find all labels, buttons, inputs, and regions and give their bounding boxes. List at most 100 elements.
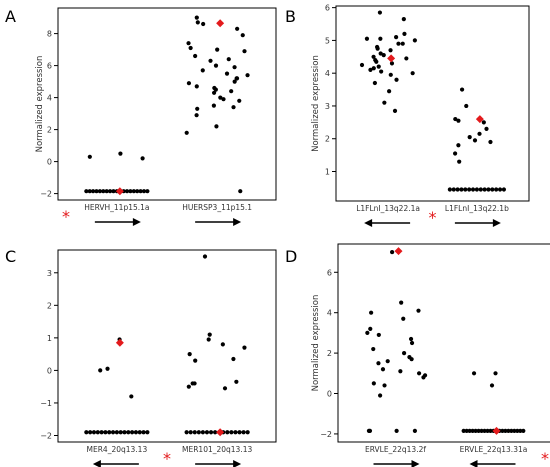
data-point: [389, 61, 395, 66]
data-point: [232, 65, 237, 70]
data-point: [99, 430, 104, 435]
median-marker: [394, 247, 403, 256]
data-point: [204, 430, 210, 435]
data-point: [98, 368, 103, 373]
median-marker: [387, 54, 396, 63]
arrow-head: [364, 219, 373, 227]
data-point: [416, 308, 421, 313]
y-tick-label: 2: [47, 126, 52, 135]
data-point: [421, 375, 426, 380]
data-point: [229, 430, 234, 435]
data-point: [84, 189, 89, 194]
data-point: [202, 254, 208, 259]
data-point: [412, 428, 418, 433]
y-tick-label: 2: [325, 135, 330, 144]
significance-star: *: [541, 449, 549, 467]
data-point: [473, 428, 478, 433]
panel-label: C: [5, 247, 16, 266]
arrow-head: [233, 460, 242, 467]
data-point: [141, 430, 146, 435]
y-tick-label: 3: [47, 269, 52, 278]
data-point: [190, 381, 195, 386]
y-axis-label: Normalized expression: [311, 295, 321, 392]
data-point: [447, 187, 452, 192]
data-point: [194, 84, 199, 89]
data-point: [368, 326, 373, 331]
data-point: [124, 189, 130, 194]
data-point: [193, 53, 198, 59]
panel-c: C −2 −1 0 1 2 3 MER4_20q13.13 MER101_20q13.13 *: [5, 247, 277, 467]
data-point: [455, 187, 460, 192]
data-point: [145, 189, 150, 194]
data-point: [489, 383, 495, 388]
data-point: [501, 187, 507, 192]
data-point: [97, 189, 103, 194]
data-point: [400, 41, 405, 46]
data-point: [186, 384, 191, 389]
data-point: [459, 187, 464, 192]
significance-star: *: [429, 208, 437, 227]
data-point: [138, 189, 143, 194]
y-tick-label: 2: [47, 301, 52, 310]
data-point: [95, 430, 100, 435]
arrow-head: [233, 218, 242, 226]
data-point: [231, 356, 236, 362]
data-point: [103, 430, 108, 435]
data-point: [461, 428, 466, 433]
data-point: [490, 187, 495, 192]
data-point: [376, 332, 381, 338]
data-point: [376, 361, 381, 366]
data-point: [145, 430, 150, 435]
data-point: [485, 428, 490, 433]
data-point: [188, 430, 193, 435]
data-point: [471, 371, 477, 376]
data-point: [225, 430, 230, 435]
data-point: [131, 189, 136, 194]
y-tick-label: 5: [325, 36, 330, 45]
data-point: [392, 108, 398, 113]
data-point: [234, 76, 239, 81]
data-point: [242, 49, 247, 54]
data-point: [133, 430, 139, 435]
data-point: [186, 81, 192, 86]
x-tick-label: HERVH_11p15.1a: [84, 203, 149, 212]
y-tick-label: 2: [327, 349, 332, 358]
data-point: [488, 139, 493, 145]
panel-b: B 1 2 3 4 5 6 Normalized expression L1FLnI_13q22…: [285, 4, 530, 227]
panel-label: A: [5, 7, 16, 26]
data-point: [213, 87, 218, 92]
data-point: [377, 10, 383, 15]
data-point: [380, 367, 386, 372]
data-point: [84, 430, 89, 435]
significance-star: *: [163, 449, 171, 467]
data-point: [206, 337, 211, 342]
data-point: [213, 63, 219, 68]
data-point: [222, 386, 228, 391]
data-point: [184, 430, 189, 435]
data-point: [200, 68, 205, 73]
y-tick-label: 0: [327, 390, 332, 399]
data-point: [214, 124, 219, 129]
data-point: [215, 47, 220, 52]
data-point: [240, 33, 245, 38]
data-point: [128, 189, 133, 194]
y-tick-label: 4: [327, 309, 332, 318]
panel-label: D: [285, 247, 297, 266]
data-point: [221, 97, 226, 102]
data-point: [211, 103, 216, 108]
data-point: [457, 159, 462, 164]
data-point: [107, 430, 112, 435]
data-point: [459, 87, 465, 92]
data-point: [192, 430, 197, 435]
data-point: [503, 428, 508, 433]
data-point: [470, 187, 476, 192]
y-tick-label: 6: [325, 4, 330, 13]
data-point: [114, 430, 119, 435]
data-point: [394, 77, 399, 82]
data-point: [474, 187, 479, 192]
data-point: [242, 345, 247, 350]
data-point: [401, 316, 406, 321]
data-point: [229, 89, 234, 94]
data-point: [226, 57, 231, 62]
